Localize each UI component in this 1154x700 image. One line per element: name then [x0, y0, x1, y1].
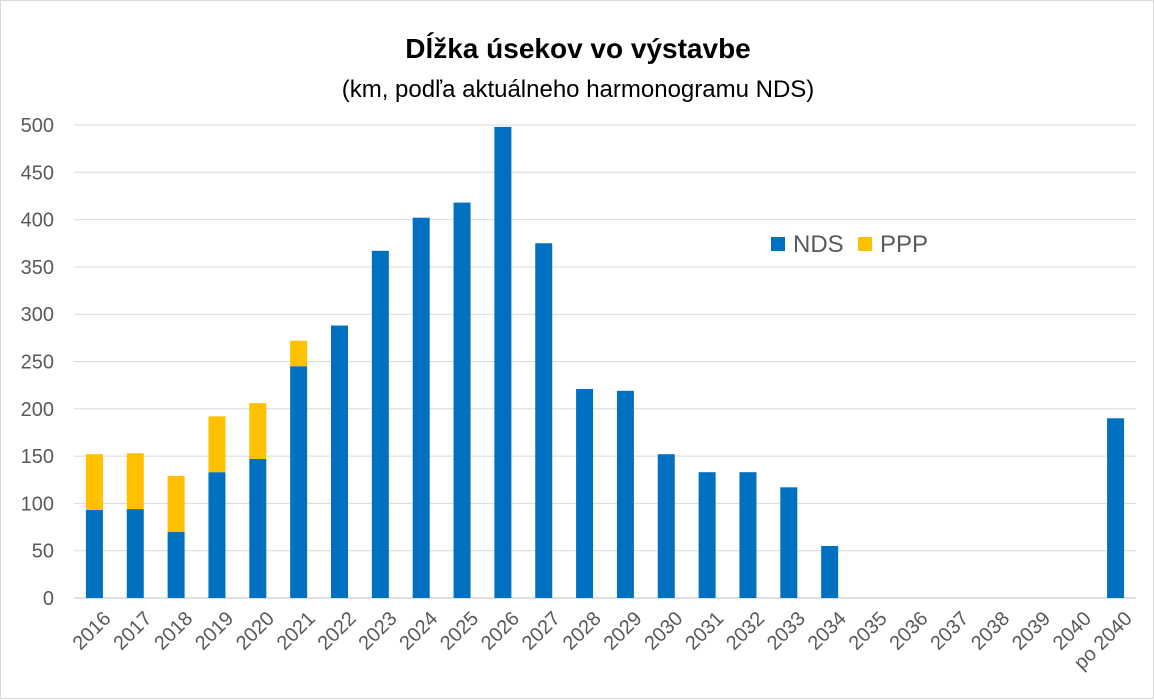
x-tick-label: 2018: [150, 608, 197, 655]
x-tick-label: 2039: [1008, 608, 1055, 655]
bar-nds-2024: [412, 217, 430, 598]
x-tick-label: 2037: [926, 608, 973, 655]
legend-swatch-ppp: [858, 237, 872, 251]
bar-ppp-2016: [85, 454, 103, 511]
x-tick-label: 2030: [640, 608, 687, 655]
bar-ppp-2017: [126, 453, 144, 510]
x-tick-label: 2035: [845, 608, 892, 655]
y-tick-label: 50: [32, 541, 54, 563]
x-tick-label: 2029: [600, 608, 647, 655]
bar-nds-2018: [167, 531, 185, 598]
bar-nds-2032: [739, 472, 757, 598]
x-tick-label: 2022: [314, 608, 361, 655]
x-tick-label: 2031: [681, 608, 728, 655]
grid-lines: [74, 124, 1136, 599]
x-tick-label: 2020: [232, 608, 279, 655]
x-tick-label: 2021: [273, 608, 320, 655]
bar-nds-2030: [657, 454, 675, 598]
bar-nds-2026: [494, 126, 512, 598]
x-tick-label: 2024: [395, 608, 442, 655]
x-tick-label: 2017: [109, 608, 156, 655]
y-tick-label: 100: [21, 493, 54, 515]
y-tick-label: 500: [21, 115, 54, 137]
bar-ppp-2018: [167, 475, 185, 532]
legend-swatch-nds: [771, 237, 785, 251]
y-tick-label: 250: [21, 352, 54, 374]
x-tick-label: 2033: [763, 608, 810, 655]
bar-nds-2028: [576, 388, 594, 598]
bar-nds-po-2040: [1107, 418, 1125, 598]
x-tick-label: 2036: [885, 608, 932, 655]
legend: NDS PPP: [771, 231, 928, 258]
chart-subtitle: (km, podľa aktuálneho harmonogramu NDS): [342, 76, 815, 103]
bar-nds-2016: [85, 510, 103, 598]
x-tick-label: 2028: [559, 608, 606, 655]
bar-nds-2021: [290, 366, 308, 598]
bar-nds-2017: [126, 509, 144, 598]
y-tick-label: 150: [21, 446, 54, 468]
x-tick-label: 2016: [69, 608, 116, 655]
bar-nds-2029: [616, 390, 634, 598]
x-tick-label: 2038: [967, 608, 1014, 655]
x-tick-label: 2023: [354, 608, 401, 655]
bar-nds-2025: [453, 202, 471, 598]
x-tick-label: 2026: [477, 608, 524, 655]
y-tick-label: 400: [21, 210, 54, 232]
x-tick-label: 2025: [436, 608, 483, 655]
bar-nds-2033: [780, 487, 798, 598]
x-tick-label: 2027: [518, 608, 565, 655]
x-tick-label: 2019: [191, 608, 238, 655]
bar-nds-2031: [698, 472, 716, 598]
legend-label-ppp: PPP: [880, 231, 928, 258]
x-tick-label: 2032: [722, 608, 769, 655]
bar-ppp-2020: [249, 403, 267, 459]
bar-ppp-2021: [290, 340, 308, 367]
bar-ppp-2019: [208, 416, 226, 473]
bar-nds-2019: [208, 472, 226, 598]
bar-nds-2027: [535, 243, 553, 598]
y-tick-label: 300: [21, 304, 54, 326]
bars: [85, 126, 1125, 598]
bar-nds-2034: [821, 545, 839, 598]
bar-nds-2022: [331, 325, 348, 598]
bar-nds-2020: [249, 458, 267, 598]
x-tick-label: 2034: [804, 608, 851, 655]
y-tick-label: 200: [21, 399, 54, 421]
y-axis-ticks: 0 50 100 150 200 250 300 350 400 450 500: [21, 115, 54, 610]
y-tick-label: 450: [21, 162, 54, 184]
y-tick-label: 0: [43, 588, 54, 610]
legend-label-nds: NDS: [793, 231, 844, 258]
chart-title: Dĺžka úsekov vo výstavbe: [405, 32, 751, 64]
bar-nds-2023: [371, 250, 389, 598]
y-tick-label: 350: [21, 257, 54, 279]
x-axis-ticks: 2016201720182019202020212022202320242025…: [69, 608, 1137, 675]
